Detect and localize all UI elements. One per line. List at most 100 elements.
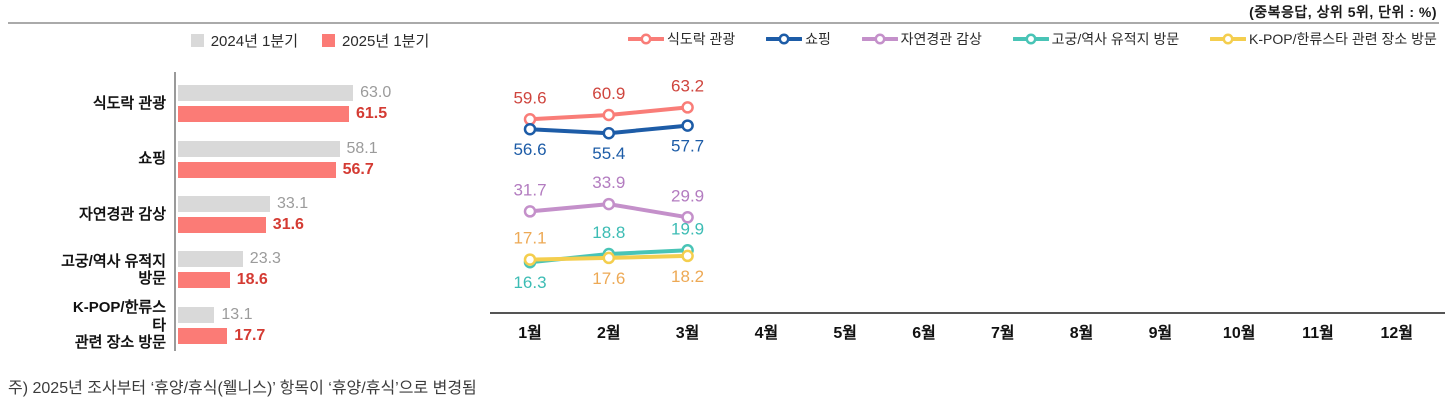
bar-line: 13.1 bbox=[178, 305, 265, 323]
legend-line-marker-icon bbox=[861, 33, 898, 45]
bar-category-label: 자연경관 감상 bbox=[79, 205, 166, 223]
bar-row: K-POP/한류스타 관련 장소 방문 13.1 17.7 bbox=[60, 298, 391, 353]
x-tick-label: 10월 bbox=[1223, 324, 1256, 342]
bar-line: 31.6 bbox=[178, 215, 308, 233]
data-point-label: 16.3 bbox=[513, 273, 546, 292]
bar-value-label: 18.6 bbox=[236, 271, 268, 289]
bar-value-label: 61.5 bbox=[356, 105, 388, 123]
bar-line: 17.7 bbox=[178, 326, 266, 344]
x-tick-label: 9월 bbox=[1149, 324, 1173, 342]
legend-line-marker-icon bbox=[1210, 33, 1247, 45]
data-point-label: 56.6 bbox=[513, 140, 546, 159]
data-point-marker bbox=[602, 197, 616, 211]
bar-category-label: 식도락 관광 bbox=[92, 95, 166, 113]
bar-row: 자연경관 감상 33.1 31.6 bbox=[60, 187, 391, 242]
bar-line: 56.7 bbox=[178, 160, 378, 178]
bar-prev bbox=[178, 85, 354, 102]
data-point-label: 31.7 bbox=[513, 180, 546, 199]
legend-label: 자연경관 감상 bbox=[900, 31, 982, 47]
bar-line: 63.0 bbox=[178, 84, 391, 102]
bar-legend-item: 2024년 1분기 bbox=[190, 30, 298, 51]
legend-label: 식도락 관광 bbox=[667, 31, 736, 47]
data-point-marker bbox=[523, 122, 537, 136]
bar-pair: 13.1 17.7 bbox=[176, 305, 266, 344]
data-point-marker bbox=[602, 126, 616, 140]
x-tick-label: 12월 bbox=[1381, 324, 1414, 342]
data-point-marker bbox=[602, 251, 616, 265]
line-chart-legend: 식도락 관광 쇼핑 자연경관 감상 고궁/역사 유적지 방문 K-POP/한류스타 관련… bbox=[628, 29, 1437, 49]
bar-curr bbox=[178, 327, 228, 344]
data-point-label: 63.2 bbox=[671, 76, 704, 95]
bar-pair: 33.1 31.6 bbox=[176, 194, 309, 233]
bar-curr bbox=[178, 106, 349, 123]
line-legend-item: 쇼핑 bbox=[766, 29, 831, 49]
bar-chart-axis bbox=[174, 72, 176, 351]
bar-prev bbox=[178, 140, 340, 157]
bar-value-label: 13.1 bbox=[221, 305, 253, 323]
footnote: 주) 2025년 조사부터 ‘휴양/휴식(웰니스)’ 항목이 ‘휴양/휴식’으로… bbox=[8, 380, 477, 397]
bar-value-label: 56.7 bbox=[342, 160, 374, 178]
data-point-label: 55.4 bbox=[592, 144, 625, 163]
bar-row: 고궁/역사 유적지 방문 23.3 18.6 bbox=[60, 242, 391, 297]
x-tick-label: 8월 bbox=[1070, 324, 1094, 342]
bar-value-label: 31.6 bbox=[272, 215, 304, 233]
data-point-marker bbox=[523, 205, 537, 218]
bar-prev bbox=[178, 306, 215, 323]
bar-curr bbox=[178, 272, 230, 289]
legend-line-marker-icon bbox=[766, 33, 803, 45]
line-legend-item: 고궁/역사 유적지 방문 bbox=[1012, 29, 1180, 49]
line-legend-item: 자연경관 감상 bbox=[861, 29, 982, 49]
bar-category-label: K-POP/한류스타 관련 장소 방문 bbox=[72, 299, 166, 351]
unit-note: (중복응답, 상위 5위, 단위 : %) bbox=[1249, 4, 1437, 20]
bar-value-label: 23.3 bbox=[249, 250, 281, 268]
bar-category-label: 쇼핑 bbox=[138, 150, 166, 168]
data-point-label: 19.9 bbox=[671, 219, 704, 238]
data-point-label: 33.9 bbox=[592, 173, 625, 192]
legend-line-marker-icon bbox=[628, 33, 664, 45]
header-divider bbox=[8, 22, 1439, 24]
bar-line: 23.3 bbox=[178, 250, 281, 268]
data-point-marker bbox=[681, 249, 694, 263]
bar-legend-item: 2025년 1분기 bbox=[322, 30, 429, 51]
bar-row: 식도락 관광 63.0 61.5 bbox=[60, 76, 391, 131]
x-tick-label: 1월 bbox=[518, 324, 542, 342]
data-point-label: 57.7 bbox=[671, 137, 704, 156]
legend-swatch-icon bbox=[190, 34, 204, 47]
legend-label: 쇼핑 bbox=[805, 31, 831, 47]
data-point-label: 29.9 bbox=[671, 186, 704, 205]
data-point-marker bbox=[681, 211, 694, 224]
line-chart: 1월 2월 3월 4월 5월 6월 7월 8월 9월 10월 11월 12월 59.6 60.9 63.2 5… bbox=[490, 76, 1445, 342]
bar-prev bbox=[178, 251, 243, 268]
legend-label: 고궁/역사 유적지 방문 bbox=[1051, 31, 1180, 47]
x-tick-label: 5월 bbox=[833, 324, 857, 342]
legend-label: K-POP/한류스타 관련 장소 방문 bbox=[1249, 31, 1437, 47]
bar-line: 61.5 bbox=[178, 105, 391, 123]
x-tick-label: 11월 bbox=[1302, 324, 1334, 342]
data-point-label: 60.9 bbox=[592, 84, 625, 103]
data-point-label: 18.2 bbox=[671, 267, 704, 286]
bar-category-label: 고궁/역사 유적지 방문 bbox=[61, 252, 166, 287]
bar-line: 33.1 bbox=[178, 194, 309, 212]
bar-chart-legend: 2024년 1분기 2025년 1분기 bbox=[0, 30, 620, 51]
legend-label: 2025년 1분기 bbox=[342, 33, 430, 50]
x-tick-label: 6월 bbox=[912, 324, 936, 342]
bar-pair: 58.1 56.7 bbox=[176, 139, 378, 178]
bar-value-label: 17.7 bbox=[234, 326, 266, 344]
bar-curr bbox=[178, 161, 336, 178]
line-legend-item: K-POP/한류스타 관련 장소 방문 bbox=[1210, 29, 1437, 49]
data-point-marker bbox=[602, 108, 616, 122]
x-tick-label: 3월 bbox=[676, 324, 700, 342]
legend-label: 2024년 1분기 bbox=[210, 33, 298, 50]
data-point-marker bbox=[681, 101, 694, 114]
x-tick-label: 4월 bbox=[755, 324, 779, 342]
legend-swatch-icon bbox=[322, 34, 335, 47]
bar-value-label: 33.1 bbox=[277, 194, 309, 212]
data-point-label: 59.6 bbox=[513, 88, 546, 107]
x-tick-label: 2월 bbox=[597, 324, 621, 342]
data-point-marker bbox=[523, 253, 537, 266]
bar-pair: 63.0 61.5 bbox=[176, 84, 391, 123]
line-legend-item: 식도락 관광 bbox=[628, 29, 735, 49]
bar-pair: 23.3 18.6 bbox=[176, 250, 281, 289]
bar-value-label: 58.1 bbox=[346, 139, 378, 157]
